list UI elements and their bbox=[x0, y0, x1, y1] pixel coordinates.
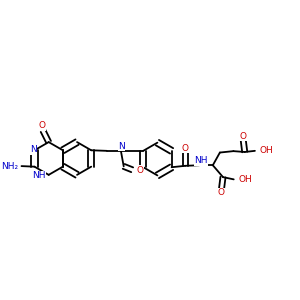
Text: N: N bbox=[118, 142, 125, 151]
Text: OH: OH bbox=[260, 146, 274, 155]
Text: NH₂: NH₂ bbox=[1, 162, 18, 171]
Text: O: O bbox=[137, 166, 144, 175]
Text: OH: OH bbox=[239, 175, 253, 184]
Text: O: O bbox=[39, 121, 46, 130]
Text: NH: NH bbox=[194, 156, 207, 165]
Text: NH: NH bbox=[32, 171, 45, 180]
Text: O: O bbox=[239, 132, 246, 141]
Text: O: O bbox=[218, 188, 224, 197]
Text: O: O bbox=[182, 144, 189, 153]
Text: N: N bbox=[30, 145, 37, 154]
